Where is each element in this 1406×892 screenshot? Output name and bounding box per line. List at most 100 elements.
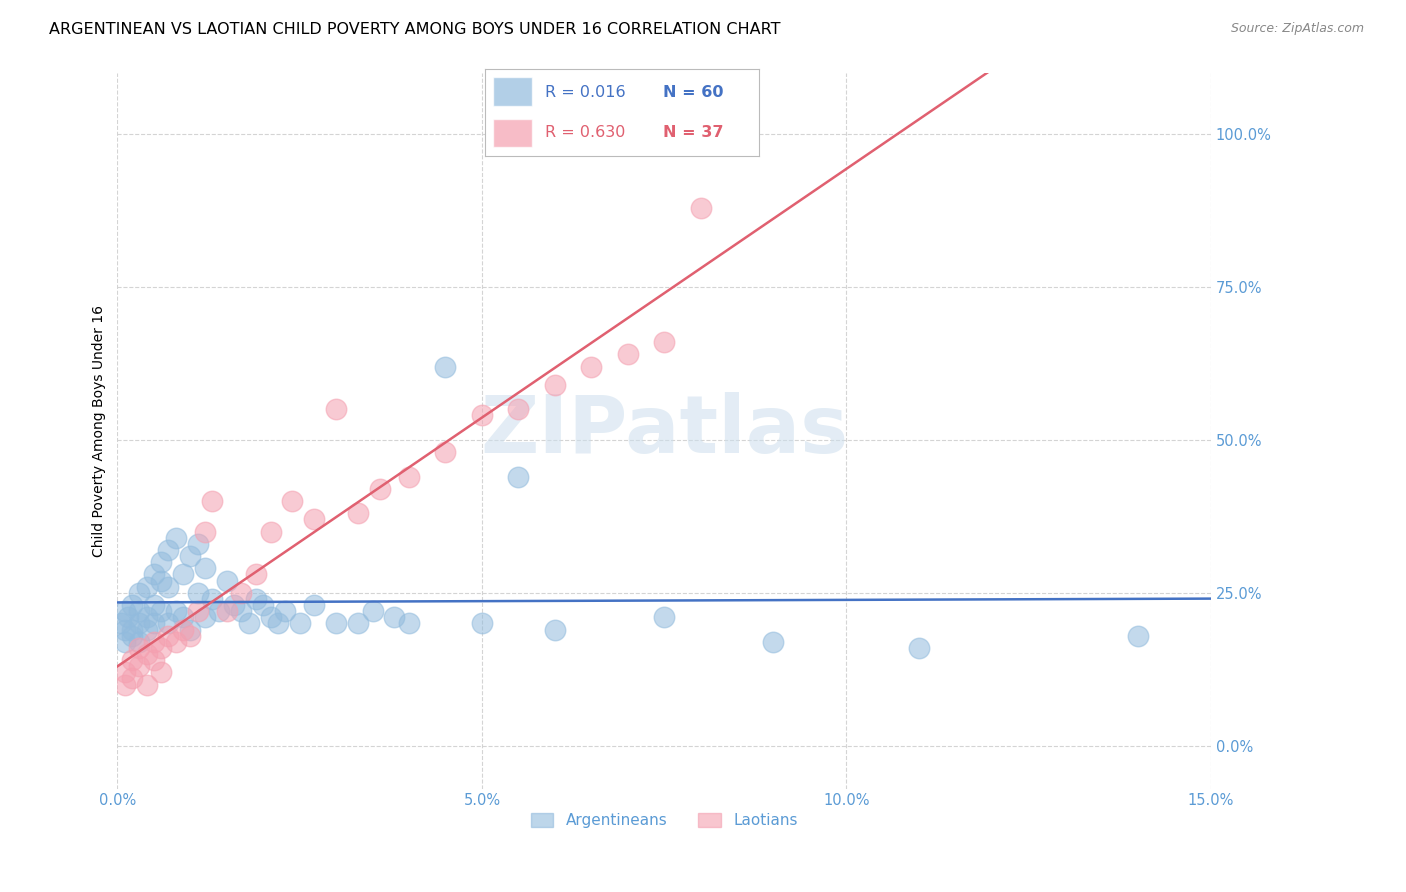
Point	[325, 616, 347, 631]
Point	[471, 616, 494, 631]
Point	[114, 604, 136, 618]
Point	[288, 616, 311, 631]
Point	[187, 586, 209, 600]
Point	[347, 616, 370, 631]
Point	[179, 623, 201, 637]
Point	[201, 494, 224, 508]
Point	[150, 665, 173, 680]
Point	[187, 537, 209, 551]
Point	[274, 604, 297, 618]
Text: N = 37: N = 37	[664, 125, 724, 140]
Point	[142, 653, 165, 667]
Point	[908, 640, 931, 655]
Point	[762, 634, 785, 648]
Point	[259, 524, 281, 539]
Point	[1126, 629, 1149, 643]
Point	[135, 610, 157, 624]
Point	[128, 604, 150, 618]
Point	[114, 677, 136, 691]
Point	[368, 482, 391, 496]
Point	[215, 604, 238, 618]
Point	[471, 409, 494, 423]
Point	[187, 604, 209, 618]
Point	[194, 524, 217, 539]
Point	[238, 616, 260, 631]
Point	[165, 634, 187, 648]
Point	[121, 653, 143, 667]
Text: ARGENTINEAN VS LAOTIAN CHILD POVERTY AMONG BOYS UNDER 16 CORRELATION CHART: ARGENTINEAN VS LAOTIAN CHILD POVERTY AMO…	[49, 22, 780, 37]
Text: R = 0.630: R = 0.630	[546, 125, 626, 140]
Point	[434, 445, 457, 459]
Point	[579, 359, 602, 374]
Point	[128, 616, 150, 631]
Point	[652, 610, 675, 624]
Point	[135, 580, 157, 594]
Point	[150, 574, 173, 588]
Text: N = 60: N = 60	[664, 85, 724, 100]
Point	[508, 469, 530, 483]
Text: Source: ZipAtlas.com: Source: ZipAtlas.com	[1230, 22, 1364, 36]
Point	[245, 591, 267, 606]
Point	[172, 567, 194, 582]
Bar	[494, 119, 531, 147]
Point	[179, 549, 201, 563]
Point	[128, 640, 150, 655]
Point	[252, 598, 274, 612]
Point	[142, 634, 165, 648]
Point	[128, 634, 150, 648]
Point	[172, 623, 194, 637]
Point	[259, 610, 281, 624]
Point	[142, 567, 165, 582]
Point	[434, 359, 457, 374]
Point	[508, 402, 530, 417]
Point	[150, 640, 173, 655]
Point	[135, 647, 157, 661]
Point	[150, 604, 173, 618]
Point	[157, 543, 180, 558]
Point	[384, 610, 406, 624]
Point	[142, 616, 165, 631]
Point	[121, 672, 143, 686]
Point	[172, 610, 194, 624]
Point	[347, 506, 370, 520]
Point	[114, 634, 136, 648]
Point	[652, 334, 675, 349]
Point	[245, 567, 267, 582]
Point	[179, 629, 201, 643]
Point	[231, 604, 253, 618]
Point	[157, 629, 180, 643]
Point	[208, 604, 231, 618]
Point	[142, 598, 165, 612]
Point	[114, 623, 136, 637]
Point	[398, 616, 420, 631]
Y-axis label: Child Poverty Among Boys Under 16: Child Poverty Among Boys Under 16	[93, 305, 107, 557]
Point	[544, 623, 567, 637]
Point	[121, 598, 143, 612]
Text: R = 0.016: R = 0.016	[546, 85, 626, 100]
Point	[302, 598, 325, 612]
Point	[361, 604, 384, 618]
Point	[302, 512, 325, 526]
Point	[135, 623, 157, 637]
Point	[128, 586, 150, 600]
Point	[157, 580, 180, 594]
Point	[194, 610, 217, 624]
Point	[157, 616, 180, 631]
Point	[165, 604, 187, 618]
Point	[135, 677, 157, 691]
Point	[128, 659, 150, 673]
Point	[165, 531, 187, 545]
Point	[689, 201, 711, 215]
Point	[222, 598, 245, 612]
Point	[398, 469, 420, 483]
Point	[281, 494, 304, 508]
Point	[121, 623, 143, 637]
Point	[544, 377, 567, 392]
Legend: Argentineans, Laotians: Argentineans, Laotians	[524, 807, 804, 835]
Point	[114, 665, 136, 680]
Text: ZIPatlas: ZIPatlas	[479, 392, 848, 470]
Point	[117, 610, 139, 624]
Point	[194, 561, 217, 575]
Point	[110, 616, 132, 631]
Point	[616, 347, 638, 361]
